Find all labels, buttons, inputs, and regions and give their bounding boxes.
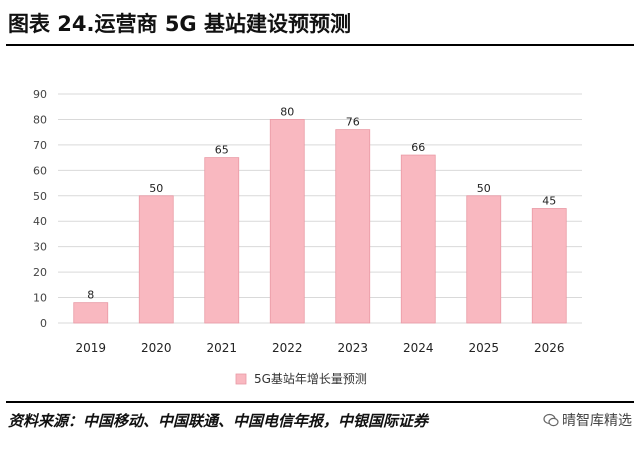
x-tick-label: 2019 — [75, 341, 106, 355]
legend-swatch — [235, 373, 247, 385]
y-tick-label: 60 — [33, 164, 47, 177]
figure-title: 图表 24.运营商 5G 基站建设预预测 — [8, 12, 351, 36]
watermark: 晴智库精选 — [539, 407, 632, 435]
x-tick-label: 2022 — [272, 341, 303, 355]
x-tick-label: 2026 — [534, 341, 565, 355]
y-tick-label: 40 — [33, 215, 47, 228]
x-tick-label: 2021 — [206, 341, 237, 355]
y-tick-label: 90 — [33, 88, 47, 101]
title-rule — [6, 44, 634, 46]
data-labels: 8 50 65 80 76 66 50 45 — [87, 105, 556, 301]
bar-2026 — [531, 208, 567, 324]
bar-2023 — [335, 129, 371, 324]
y-axis: 0 10 20 30 40 50 60 70 80 90 — [33, 88, 47, 330]
x-tick-label: 2025 — [468, 341, 499, 355]
bar-2024 — [400, 154, 436, 324]
bar-2022 — [269, 119, 305, 324]
data-label-2024: 66 — [411, 141, 425, 154]
bar-2021 — [204, 157, 240, 324]
data-label-2020: 50 — [149, 182, 163, 195]
data-label-2025: 50 — [477, 182, 491, 195]
data-label-2026: 45 — [542, 195, 556, 208]
data-label-2019: 8 — [87, 289, 94, 302]
y-tick-label: 50 — [33, 190, 47, 203]
x-tick-label: 2024 — [403, 341, 434, 355]
bar-2025 — [466, 195, 502, 324]
bar-chart: 0 10 20 30 40 50 60 70 80 90 8 50 65 80 76 66 50 45 2019… — [33, 88, 582, 386]
bar-2020 — [138, 195, 174, 324]
legend-label: 5G基站年增长量预测 — [254, 372, 367, 386]
watermark-text: 晴智库精选 — [562, 413, 632, 429]
wechat-icon — [543, 413, 559, 427]
data-label-2021: 65 — [215, 144, 229, 157]
x-axis: 2019 2020 2021 2022 2023 2024 2025 2026 — [75, 341, 564, 355]
y-tick-label: 30 — [33, 241, 47, 254]
y-tick-label: 70 — [33, 139, 47, 152]
data-label-2022: 80 — [280, 105, 294, 118]
x-tick-label: 2023 — [337, 341, 368, 355]
bar-2019 — [73, 302, 109, 324]
y-tick-label: 10 — [33, 292, 47, 305]
bars — [73, 119, 567, 324]
gridlines — [58, 93, 582, 324]
x-tick-label: 2020 — [141, 341, 172, 355]
data-label-2023: 76 — [346, 116, 360, 129]
source-note: 资料来源：中国移动、中国联通、中国电信年报，中银国际证券 — [8, 412, 429, 430]
source-rule — [6, 401, 634, 403]
legend: 5G基站年增长量预测 — [235, 372, 367, 386]
y-tick-label: 80 — [33, 113, 47, 126]
y-tick-label: 20 — [33, 266, 47, 279]
y-tick-label: 0 — [40, 317, 47, 330]
